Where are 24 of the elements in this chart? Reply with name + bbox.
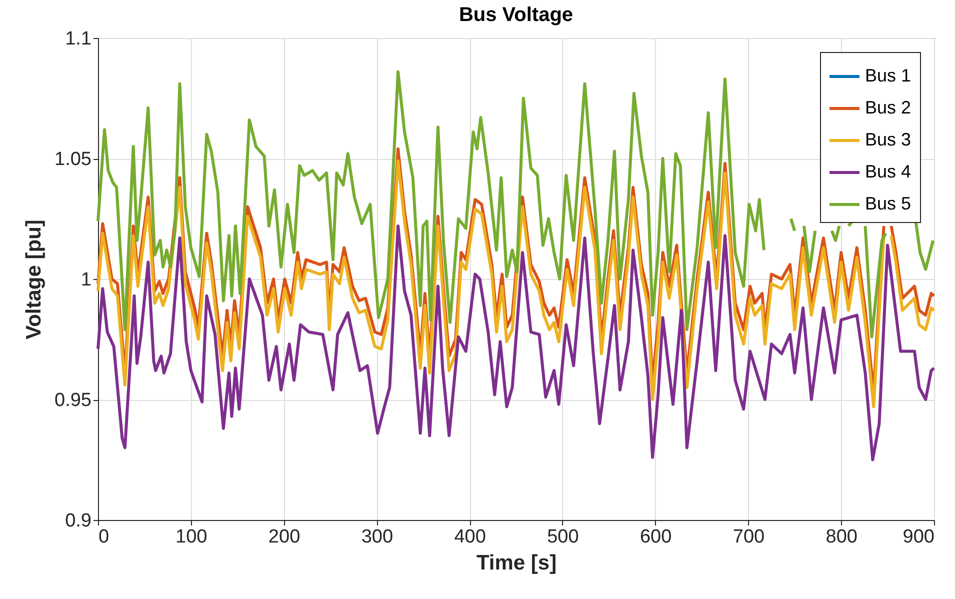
x-tick-label: 800: [826, 526, 858, 548]
x-tick-label: 600: [640, 526, 672, 548]
chart-title: Bus Voltage: [458, 4, 574, 26]
x-axis-title: Time [s]: [476, 552, 557, 574]
x-tick-label: 200: [268, 526, 300, 548]
y-axis-title: Voltage [pu]: [22, 220, 46, 340]
x-tick-label: 0: [98, 526, 110, 548]
y-tick-label: 1.1: [65, 28, 92, 50]
x-tick-label: 300: [361, 526, 394, 548]
legend-label: Bus 2: [865, 98, 912, 118]
line-series: [96, 224, 936, 462]
x-tick-label: 900: [902, 526, 934, 548]
y-tick-label: 1.05: [54, 149, 92, 170]
x-tick-label: 500: [547, 526, 579, 548]
x-tick-label: 100: [176, 526, 208, 548]
x-tick-label: 400: [454, 526, 486, 548]
legend-label: Bus 3: [865, 130, 912, 150]
y-tick-label: 0.95: [54, 390, 92, 411]
legend-label: Bus 4: [865, 162, 912, 182]
y-tick-label: 1: [80, 270, 92, 290]
y-tick-label: 0.9: [65, 510, 92, 532]
x-tick-label: 700: [732, 526, 765, 548]
legend-label: Bus 1: [865, 66, 912, 86]
legend-label: Bus 5: [865, 194, 912, 214]
